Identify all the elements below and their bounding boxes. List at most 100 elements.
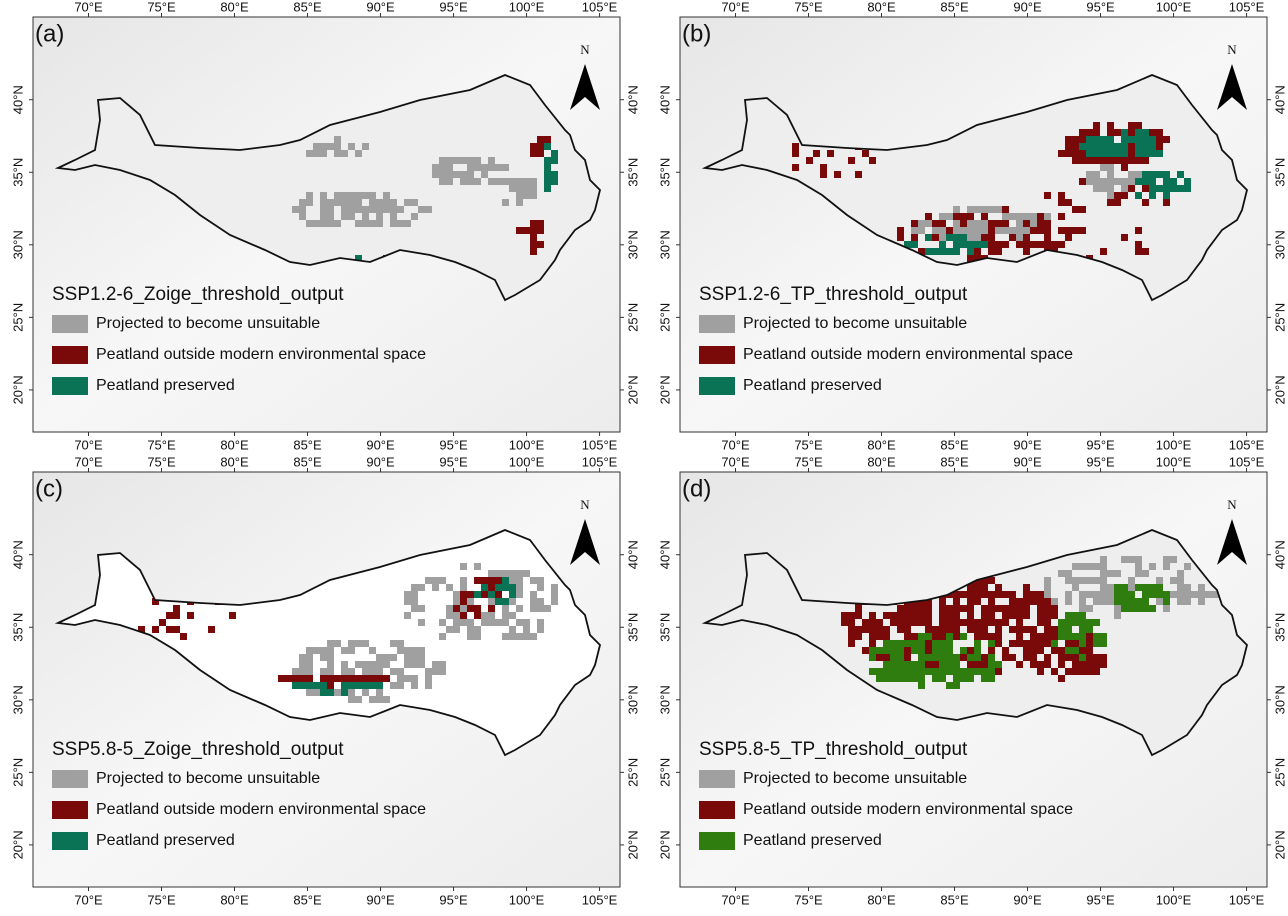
raster-cell: [453, 619, 460, 626]
raster-cell: [1114, 570, 1121, 577]
raster-cell: [551, 171, 558, 178]
raster-cell: [439, 178, 446, 185]
raster-cell: [974, 654, 981, 661]
raster-cell: [320, 192, 327, 199]
raster-cell: [509, 633, 516, 640]
raster-cell: [439, 577, 446, 584]
raster-cell: [488, 619, 495, 626]
raster-cell: [890, 661, 897, 668]
raster-cell: [897, 661, 904, 668]
lat-tick-label: 25°N: [657, 303, 672, 332]
raster-cell: [390, 668, 397, 675]
raster-cell: [995, 227, 1002, 234]
raster-cell: [432, 577, 439, 584]
raster-cell: [439, 157, 446, 164]
raster-cell: [925, 234, 932, 241]
raster-cell: [551, 598, 558, 605]
raster-cell: [1142, 143, 1149, 150]
raster-cell: [967, 619, 974, 626]
raster-cell: [918, 647, 925, 654]
raster-cell: [925, 605, 932, 612]
raster-cell: [341, 661, 348, 668]
raster-cell: [1100, 661, 1107, 668]
raster-cell: [988, 661, 995, 668]
raster-cell: [1079, 647, 1086, 654]
raster-cell: [509, 584, 516, 591]
raster-cell: [530, 150, 537, 157]
raster-cell: [967, 241, 974, 248]
raster-cell: [904, 654, 911, 661]
raster-cell: [1100, 248, 1107, 255]
raster-cell: [425, 577, 432, 584]
raster-cell: [369, 668, 376, 675]
raster-cell: [509, 612, 516, 619]
raster-cell: [383, 199, 390, 206]
raster-cell: [1163, 556, 1170, 563]
lon-tick-label: 100°E: [509, 892, 545, 907]
raster-cell: [1023, 626, 1030, 633]
raster-cell: [537, 150, 544, 157]
raster-cell: [911, 234, 918, 241]
raster-cell: [988, 668, 995, 675]
raster-cell: [320, 199, 327, 206]
map-panel: 70°E70°E75°E75°E80°E80°E85°E85°E90°E90°E…: [10, 454, 640, 907]
raster-cell: [918, 654, 925, 661]
raster-cell: [918, 661, 925, 668]
raster-cell: [327, 199, 334, 206]
raster-cell: [1128, 136, 1135, 143]
raster-cell: [544, 185, 551, 192]
raster-cell: [432, 584, 439, 591]
raster-cell: [383, 654, 390, 661]
raster-cell: [862, 150, 869, 157]
raster-cell: [1037, 668, 1044, 675]
raster-cell: [974, 661, 981, 668]
raster-cell: [229, 612, 236, 619]
raster-cell: [1072, 647, 1079, 654]
raster-cell: [516, 199, 523, 206]
raster-cell: [544, 164, 551, 171]
lat-tick-label: 40°N: [1272, 85, 1287, 114]
raster-cell: [320, 675, 327, 682]
raster-cell: [439, 164, 446, 171]
raster-cell: [988, 640, 995, 647]
legend-label: Peatland outside modern environmental sp…: [743, 801, 1073, 818]
lon-tick-label: 90°E: [366, 0, 395, 14]
raster-cell: [1107, 122, 1114, 129]
lon-tick-label: 95°E: [439, 892, 468, 907]
raster-cell: [925, 220, 932, 227]
raster-cell: [390, 682, 397, 689]
raster-cell: [1107, 143, 1114, 150]
legend-swatch: [699, 832, 735, 850]
raster-cell: [299, 661, 306, 668]
raster-cell: [925, 619, 932, 626]
raster-cell: [1030, 241, 1037, 248]
raster-cell: [925, 612, 932, 619]
raster-cell: [348, 213, 355, 220]
raster-cell: [474, 157, 481, 164]
raster-cell: [1072, 206, 1079, 213]
raster-cell: [1065, 227, 1072, 234]
raster-cell: [897, 654, 904, 661]
raster-cell: [467, 619, 474, 626]
lat-tick-label: 40°N: [625, 540, 640, 569]
lon-tick-label: 100°E: [1156, 892, 1192, 907]
raster-cell: [1149, 584, 1156, 591]
raster-cell: [1009, 626, 1016, 633]
raster-cell: [355, 682, 362, 689]
raster-cell: [369, 206, 376, 213]
raster-cell: [946, 612, 953, 619]
raster-cell: [1142, 185, 1149, 192]
raster-cell: [488, 178, 495, 185]
raster-cell: [1058, 241, 1065, 248]
raster-cell: [1128, 157, 1135, 164]
raster-cell: [1191, 591, 1198, 598]
lat-tick-label: 25°N: [625, 758, 640, 787]
raster-cell: [869, 633, 876, 640]
raster-cell: [299, 682, 306, 689]
raster-cell: [1107, 185, 1114, 192]
raster-cell: [474, 591, 481, 598]
raster-cell: [460, 171, 467, 178]
lon-tick-label: 95°E: [439, 454, 468, 469]
raster-cell: [897, 612, 904, 619]
raster-cell: [897, 227, 904, 234]
